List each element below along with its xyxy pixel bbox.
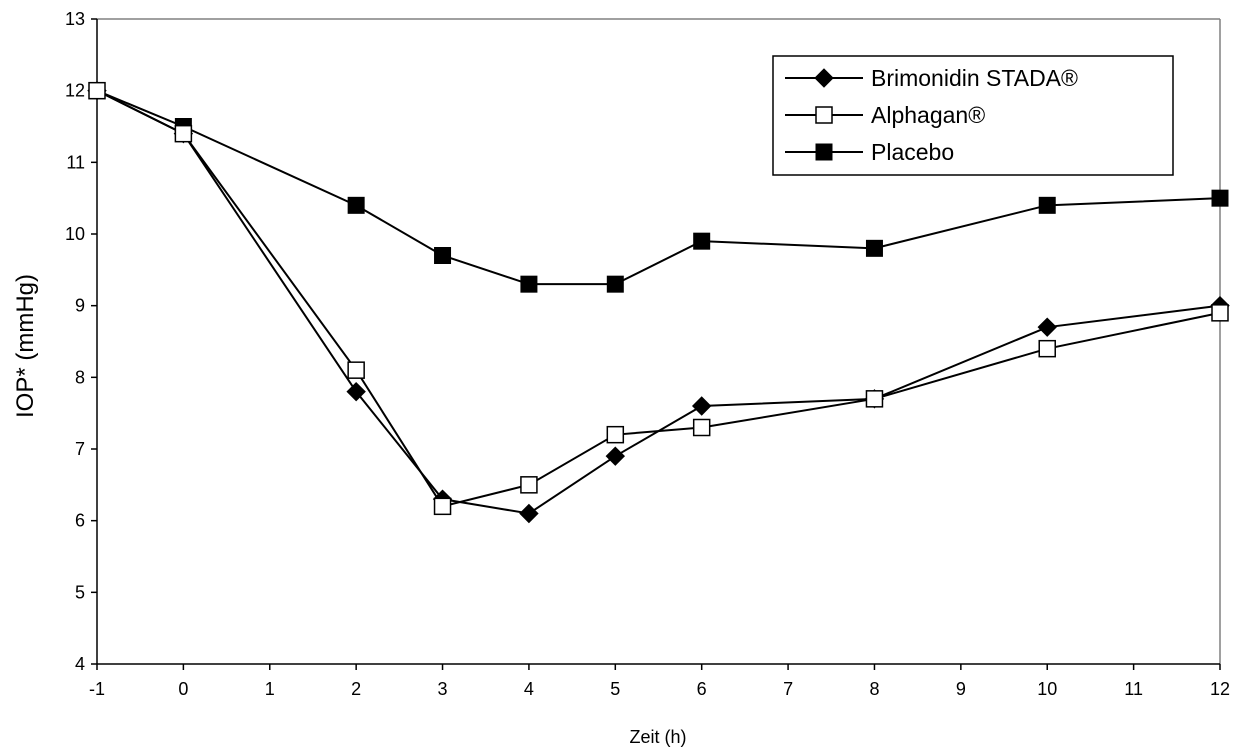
- data-point: [865, 390, 884, 408]
- x-axis-title: Zeit (h): [629, 727, 686, 747]
- data-point: [1211, 189, 1229, 207]
- data-point: [520, 476, 538, 494]
- legend-label: Placebo: [871, 139, 954, 165]
- y-tick-label: 11: [66, 152, 85, 172]
- legend-label: Brimonidin STADA®: [871, 65, 1078, 91]
- y-tick-label: 5: [75, 582, 85, 602]
- data-point: [520, 275, 538, 293]
- x-tick-label: 7: [783, 679, 793, 699]
- data-point: [1211, 304, 1229, 322]
- data-point: [347, 196, 365, 214]
- x-tick-label: 6: [697, 679, 707, 699]
- legend-swatch-marker: [814, 68, 834, 88]
- x-tick-label: 0: [178, 679, 188, 699]
- x-tick-label: 3: [438, 679, 448, 699]
- data-point: [693, 232, 711, 250]
- x-tick-label: 10: [1037, 679, 1057, 699]
- legend-label: Alphagan®: [871, 102, 985, 128]
- data-point: [519, 503, 539, 524]
- y-tick-label: 9: [75, 296, 85, 316]
- data-point: [606, 275, 624, 293]
- data-point: [691, 396, 712, 416]
- series-1: [88, 81, 1229, 516]
- series-line: [96, 89, 1221, 508]
- x-tick-label: 12: [1210, 679, 1230, 699]
- data-point: [692, 418, 711, 437]
- series-line: [96, 89, 1221, 515]
- legend-swatch-marker: [815, 106, 833, 124]
- x-tick-label: 9: [956, 679, 966, 699]
- data-point: [865, 239, 883, 257]
- y-tick-label: 10: [65, 224, 85, 244]
- legend-swatch-marker: [815, 143, 833, 161]
- y-tick-label: 4: [75, 654, 85, 674]
- series-layer: [87, 80, 1230, 524]
- data-point: [174, 124, 193, 143]
- data-point: [1038, 196, 1056, 214]
- data-point: [347, 361, 365, 379]
- x-tick-label: 1: [265, 679, 275, 699]
- y-axis-title: IOP* (mmHg): [12, 274, 39, 418]
- y-tick-label: 8: [75, 367, 85, 387]
- x-tick-label: 11: [1124, 679, 1143, 699]
- plot-frame: [97, 18, 1221, 664]
- x-tick-label: 4: [524, 679, 534, 699]
- x-tick-label: -1: [89, 679, 105, 699]
- data-point: [88, 81, 106, 100]
- data-point: [605, 446, 626, 466]
- x-tick-label: 2: [351, 679, 361, 699]
- x-tick-label: 5: [610, 679, 620, 699]
- x-tick-label: 8: [869, 679, 879, 699]
- y-tick-label: 6: [75, 511, 85, 531]
- data-point: [346, 381, 366, 402]
- y-tick-label: 12: [65, 81, 85, 101]
- data-point: [1037, 317, 1057, 337]
- data-point: [433, 497, 452, 516]
- data-point: [606, 425, 625, 444]
- series-line: [96, 89, 1221, 286]
- y-tick-label: 13: [65, 9, 85, 29]
- data-point: [434, 247, 452, 264]
- series-2: [88, 82, 1229, 293]
- legend: Brimonidin STADA® Alphagan® Placebo: [772, 55, 1174, 176]
- y-tick-label: 7: [75, 439, 85, 459]
- data-point: [1038, 339, 1056, 358]
